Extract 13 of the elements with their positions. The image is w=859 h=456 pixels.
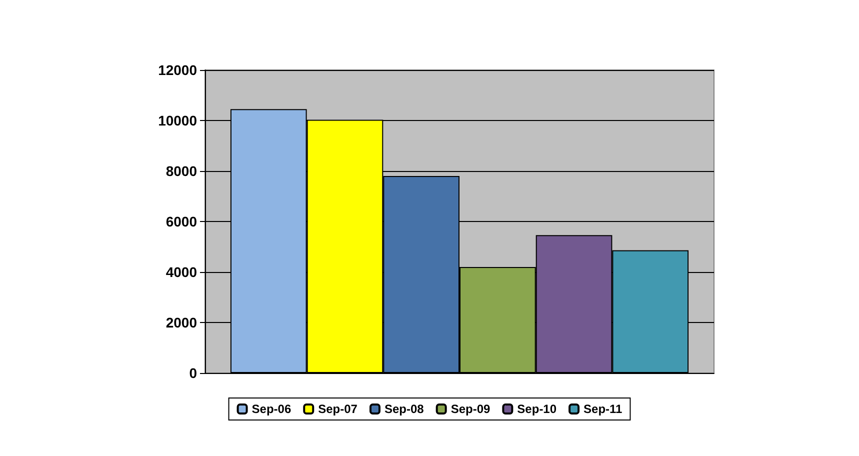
legend-label: Sep-10 — [517, 402, 557, 416]
y-tick-label: 6000 — [166, 214, 198, 230]
y-tick-label: 12000 — [158, 62, 198, 78]
legend-label: Sep-09 — [450, 402, 491, 416]
y-tick-label: 10000 — [158, 112, 198, 128]
y-tick-label: 8000 — [166, 163, 198, 179]
legend-label: Sep-06 — [252, 402, 292, 416]
legend-label: Sep-11 — [584, 402, 623, 416]
legend-label: Sep-07 — [318, 402, 358, 416]
y-tick-label: 2000 — [166, 314, 198, 330]
y-tick-label: 4000 — [166, 264, 198, 280]
legend-label: Sep-08 — [384, 402, 424, 416]
y-tick-label: 0 — [189, 365, 198, 381]
